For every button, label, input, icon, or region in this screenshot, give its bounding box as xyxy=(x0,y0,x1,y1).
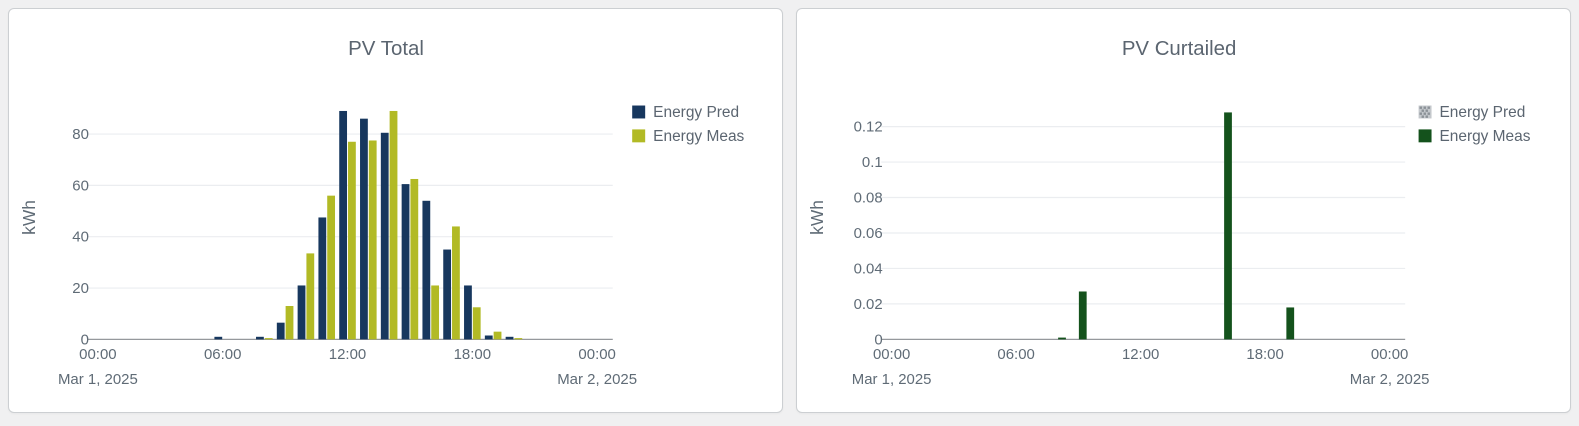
bar-energy-meas-h19 xyxy=(493,331,502,340)
bar-energy-pred-h12 xyxy=(339,110,348,340)
bar-energy-pred-h19 xyxy=(484,335,493,340)
bar-energy-meas-h20 xyxy=(514,338,523,340)
y-tick-label: 0.06 xyxy=(854,225,883,242)
bar-energy-pred-h8 xyxy=(256,336,264,340)
bar-energy-meas-h15 xyxy=(410,178,419,340)
bar-energy-pred-h15 xyxy=(401,184,410,340)
bar-energy-pred-h11 xyxy=(318,217,327,340)
y-tick-label: 20 xyxy=(72,280,89,297)
legend-swatch xyxy=(632,105,646,119)
bar-energy-pred-h14 xyxy=(380,132,389,340)
y-tick-label: 0.04 xyxy=(854,260,883,277)
bar-energy-meas-h10 xyxy=(306,253,315,340)
y-tick-label: 0.12 xyxy=(854,119,883,136)
bar-energy-meas-h14 xyxy=(389,110,398,340)
bar-energy-meas-h16 xyxy=(1224,112,1232,340)
bar-energy-meas-h12 xyxy=(348,141,356,340)
pv-curtailed-card: 0 0.02 0.04 0.06 0.08 0.1 0.12 00:00 Mar 1, 2025… xyxy=(796,8,1571,413)
y-tick-label: 0.1 xyxy=(862,154,883,171)
legend-swatch xyxy=(1418,129,1432,143)
legend-label: Energy Pred xyxy=(1440,104,1526,121)
legend-label: Energy Pred xyxy=(653,104,739,121)
bar-energy-pred-h17 xyxy=(443,249,452,340)
x-tick-label: 00:00 xyxy=(873,346,910,363)
bar-energy-meas-h18 xyxy=(472,307,481,340)
x-date-label: Mar 1, 2025 xyxy=(58,371,138,388)
bar-energy-pred-h10 xyxy=(297,285,306,340)
bar-energy-pred-h9 xyxy=(276,322,285,340)
pv-curtailed-chart: 0 0.02 0.04 0.06 0.08 0.1 0.12 00:00 Mar 1, 2025… xyxy=(807,38,1531,388)
x-tick-label: 18:00 xyxy=(454,346,491,363)
legend-label: Energy Meas xyxy=(653,128,744,145)
legend-swatch xyxy=(632,129,646,143)
x-tick-label: 00:00 xyxy=(578,346,615,363)
bar-energy-meas-h9 xyxy=(285,305,294,340)
x-date-label: Mar 2, 2025 xyxy=(1350,371,1430,388)
y-axis-title: kWh xyxy=(807,200,827,235)
pv-total-chart: 0 20 40 60 80 00:00 Mar 1, 2025 06:00 12:00 18:00… xyxy=(19,38,745,388)
y-tick-label: 0.02 xyxy=(854,296,883,313)
bar-energy-pred-h6 xyxy=(214,336,223,340)
bar-energy-meas-h17 xyxy=(452,226,460,340)
x-tick-label: 06:00 xyxy=(997,346,1034,363)
y-tick-label: 0 xyxy=(874,331,882,348)
x-tick-label: 00:00 xyxy=(1371,346,1408,363)
x-tick-label: 18:00 xyxy=(1246,346,1283,363)
y-tick-label: 0.08 xyxy=(854,190,883,207)
bar-energy-pred-h16 xyxy=(422,200,431,340)
bar-energy-meas-h9 xyxy=(1078,291,1087,340)
y-axis-title: kWh xyxy=(19,200,39,235)
x-date-label: Mar 2, 2025 xyxy=(557,371,637,388)
bar-energy-pred-h13 xyxy=(360,118,368,340)
bar-energy-meas-h19 xyxy=(1286,307,1295,340)
bar-energy-meas-h16 xyxy=(431,285,440,340)
bar-energy-meas-h11 xyxy=(327,195,336,340)
legend-item-energy-pred[interactable]: Energy Pred xyxy=(632,104,739,121)
y-tick-label: 40 xyxy=(72,229,89,246)
x-date-label: Mar 1, 2025 xyxy=(852,371,932,388)
y-tick-label: 60 xyxy=(72,177,89,194)
bar-energy-meas-h8 xyxy=(1058,337,1066,340)
y-tick-label: 80 xyxy=(72,126,89,143)
x-tick-label: 00:00 xyxy=(79,346,116,363)
bar-energy-meas-h13 xyxy=(368,140,377,340)
chart-title: PV Total xyxy=(348,38,424,60)
pv-total-card: 0 20 40 60 80 00:00 Mar 1, 2025 06:00 12:00 18:00… xyxy=(8,8,783,413)
legend-item-energy-meas[interactable]: Energy Meas xyxy=(632,128,745,145)
bar-energy-pred-h20 xyxy=(505,336,514,340)
legend-label: Energy Meas xyxy=(1440,128,1531,145)
bar-energy-meas-h8 xyxy=(264,338,273,340)
chart-title: PV Curtailed xyxy=(1122,38,1237,60)
x-tick-label: 06:00 xyxy=(204,346,241,363)
x-tick-label: 12:00 xyxy=(1122,346,1159,363)
y-tick-label: 0 xyxy=(81,331,89,348)
bar-energy-pred-h18 xyxy=(464,285,472,340)
x-tick-label: 12:00 xyxy=(329,346,366,363)
legend-item-energy-meas[interactable]: Energy Meas xyxy=(1418,128,1531,145)
legend-item-energy-pred[interactable]: Energy Pred xyxy=(1418,104,1526,121)
